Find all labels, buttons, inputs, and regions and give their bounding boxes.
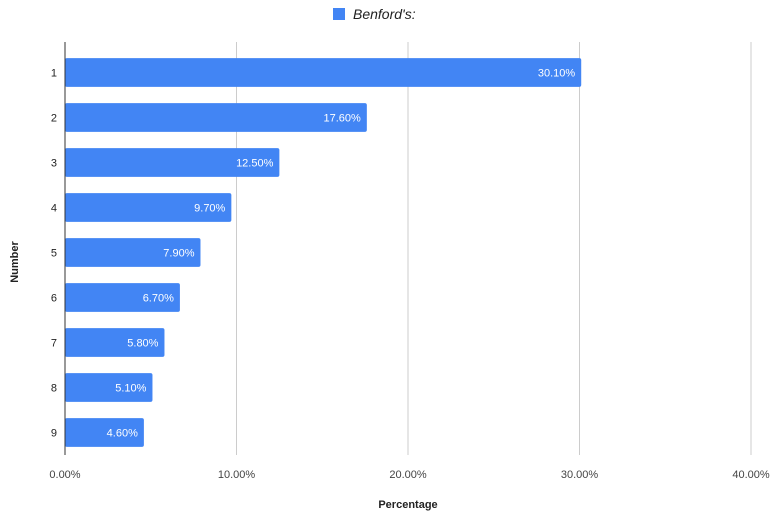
category-label: 1 xyxy=(51,68,57,80)
data-label: 9.70% xyxy=(194,203,225,215)
data-label: 5.10% xyxy=(115,383,146,395)
category-label: 8 xyxy=(51,383,57,395)
bar[interactable] xyxy=(65,148,280,177)
bar[interactable] xyxy=(65,373,153,402)
category-label: 6 xyxy=(51,293,57,305)
category-label: 7 xyxy=(51,338,57,350)
bar[interactable] xyxy=(65,328,165,357)
bar[interactable] xyxy=(65,418,144,447)
category-labels: 1 2 3 4 5 6 7 8 9 xyxy=(51,68,57,440)
data-label: 6.70% xyxy=(143,293,174,305)
data-label: 5.80% xyxy=(127,338,158,350)
category-label: 2 xyxy=(51,113,57,125)
x-axis-title: Percentage xyxy=(378,499,437,511)
x-tick-label: 10.00% xyxy=(218,469,256,481)
data-label: 12.50% xyxy=(236,158,274,170)
legend-swatch xyxy=(333,8,345,20)
data-label: 17.60% xyxy=(324,113,362,125)
category-label: 5 xyxy=(51,248,57,260)
category-label: 4 xyxy=(51,203,57,215)
legend[interactable]: Benford's: xyxy=(333,6,416,22)
data-label: 7.90% xyxy=(163,248,194,260)
data-label: 30.10% xyxy=(538,68,576,80)
x-tick-labels: 0.00% 10.00% 20.00% 30.00% 40.00% xyxy=(49,469,769,481)
bar[interactable] xyxy=(65,283,180,312)
grid-lines xyxy=(236,42,752,455)
x-tick-label: 30.00% xyxy=(561,469,599,481)
bar[interactable] xyxy=(65,193,232,222)
bar[interactable] xyxy=(65,238,201,267)
x-tick-label: 20.00% xyxy=(389,469,427,481)
x-tick-label: 0.00% xyxy=(49,469,80,481)
category-label: 9 xyxy=(51,428,57,440)
bar[interactable] xyxy=(65,58,582,87)
bar[interactable] xyxy=(65,103,367,132)
legend-label: Benford's: xyxy=(353,6,416,22)
data-label: 4.60% xyxy=(107,428,138,440)
bars: 30.10% 17.60% 12.50% 9.70% 7.90% 6.70% 5.80% 5.… xyxy=(65,58,582,447)
category-label: 3 xyxy=(51,158,57,170)
y-axis-title: Number xyxy=(9,241,21,283)
x-tick-label: 40.00% xyxy=(732,469,770,481)
